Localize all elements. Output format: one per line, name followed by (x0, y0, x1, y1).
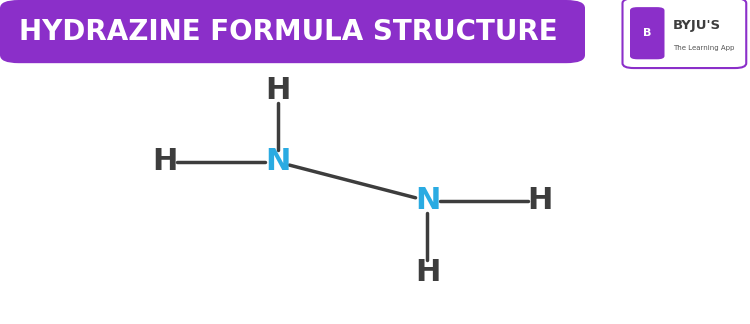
Text: N: N (265, 147, 290, 177)
Text: H: H (152, 147, 178, 177)
Text: BYJU'S: BYJU'S (673, 19, 721, 32)
Text: B: B (643, 28, 652, 38)
Text: N: N (415, 186, 440, 215)
Text: H: H (527, 186, 553, 215)
Text: H: H (415, 258, 440, 287)
Text: HYDRAZINE FORMULA STRUCTURE: HYDRAZINE FORMULA STRUCTURE (19, 17, 557, 46)
FancyBboxPatch shape (630, 7, 664, 59)
Text: The Learning App: The Learning App (673, 45, 734, 51)
Text: H: H (265, 76, 290, 105)
FancyBboxPatch shape (622, 0, 746, 68)
FancyBboxPatch shape (0, 0, 585, 63)
